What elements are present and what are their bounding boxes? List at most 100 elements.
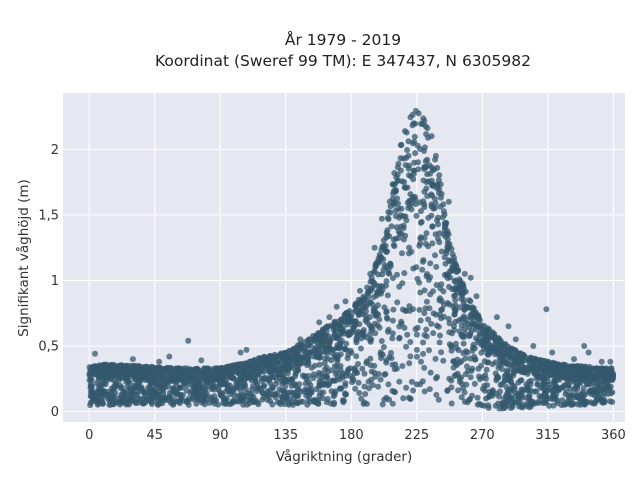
data-point (355, 379, 362, 386)
data-point (326, 338, 333, 345)
data-point (391, 366, 398, 373)
data-point (323, 364, 330, 371)
data-point (375, 311, 382, 318)
data-point (449, 251, 456, 258)
data-point (415, 110, 422, 117)
data-point (426, 347, 432, 354)
data-point (351, 370, 358, 377)
data-point (337, 385, 343, 392)
data-point (406, 303, 413, 310)
data-point (361, 370, 368, 377)
data-point (307, 382, 314, 389)
data-point (352, 365, 358, 372)
data-point (509, 403, 516, 410)
data-point (437, 203, 444, 210)
data-point (363, 358, 370, 365)
x-tick-label: 90 (212, 428, 229, 443)
data-point (156, 358, 163, 365)
data-point (467, 355, 474, 362)
y-tick-labels: 0 0,5 1 1,5 2 (38, 143, 59, 420)
data-point (495, 364, 502, 371)
data-point (599, 369, 606, 376)
data-point (607, 398, 614, 405)
data-point (234, 384, 241, 391)
data-point (381, 262, 388, 268)
data-point (530, 343, 537, 349)
data-point (389, 361, 396, 368)
data-point (458, 394, 465, 401)
data-point (399, 363, 406, 369)
data-point (395, 205, 402, 212)
data-point (388, 223, 395, 230)
data-point (608, 390, 615, 397)
data-point (445, 198, 452, 205)
data-point (228, 364, 235, 370)
data-point (368, 368, 375, 375)
data-point (434, 217, 441, 224)
data-point (378, 215, 385, 222)
data-point (175, 367, 182, 374)
data-point (473, 293, 480, 300)
data-point (319, 343, 326, 349)
data-point (410, 176, 417, 183)
data-point (193, 368, 200, 375)
data-point (429, 240, 436, 247)
data-point (281, 378, 288, 385)
data-point (110, 361, 117, 368)
data-point (254, 381, 261, 388)
data-point (528, 367, 535, 374)
data-point (379, 401, 386, 408)
data-point (353, 353, 360, 360)
data-point (418, 120, 424, 127)
data-point (403, 343, 410, 350)
data-point (485, 404, 492, 411)
data-point (95, 376, 102, 383)
data-point (201, 365, 208, 372)
data-point (381, 304, 388, 311)
data-point (427, 274, 434, 281)
data-point (581, 391, 588, 398)
data-point (561, 382, 568, 389)
data-point (295, 352, 302, 359)
data-point (295, 367, 302, 374)
data-point (331, 390, 338, 396)
data-point (402, 307, 409, 314)
data-point (367, 270, 374, 277)
data-point (284, 362, 291, 369)
data-point (430, 183, 437, 190)
data-point (555, 387, 562, 394)
data-point (489, 361, 496, 368)
data-point (603, 375, 610, 382)
data-point (99, 386, 106, 393)
data-point (408, 206, 415, 213)
data-point (287, 356, 294, 363)
data-point (375, 383, 382, 390)
data-point (450, 323, 457, 330)
data-point (397, 155, 404, 162)
data-point (333, 303, 340, 310)
data-point (424, 125, 431, 132)
data-point (414, 275, 421, 282)
data-point (384, 232, 391, 239)
data-point (534, 380, 541, 387)
data-point (213, 374, 220, 381)
data-point (343, 369, 350, 376)
data-point (291, 350, 298, 357)
data-point (598, 387, 605, 394)
data-point (383, 309, 390, 316)
data-point (426, 386, 433, 393)
data-point (381, 396, 388, 403)
data-point (361, 383, 368, 390)
data-point (386, 270, 393, 277)
data-point (384, 292, 391, 299)
data-point (539, 374, 546, 381)
data-point (448, 377, 455, 384)
data-point (593, 374, 600, 381)
data-point (281, 401, 288, 408)
data-point (432, 252, 438, 259)
data-point (326, 314, 333, 321)
data-point (468, 305, 475, 312)
data-point (584, 366, 591, 373)
data-point (315, 400, 321, 407)
